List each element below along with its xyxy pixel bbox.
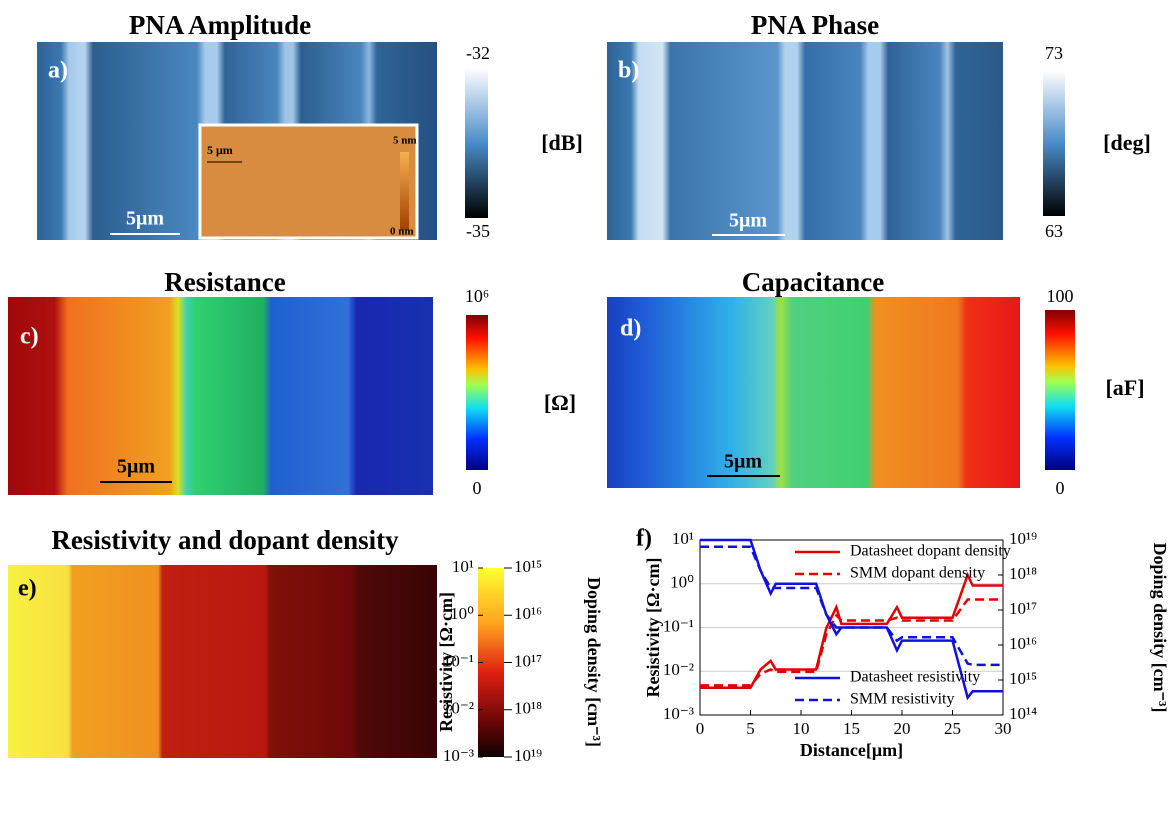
- colorbar-min: 0: [473, 478, 482, 498]
- colorbar: [466, 315, 488, 470]
- y-tick-label: 10⁻¹: [663, 616, 694, 635]
- panel-title: PNA Phase: [751, 10, 879, 40]
- scale-bar-label: 5μm: [724, 451, 762, 473]
- series-line: [700, 571, 1003, 690]
- legend-label: Datasheet dopant density: [850, 543, 1011, 560]
- colorbar-tick-label: 10¹⁸: [514, 699, 542, 718]
- inset-scale-label: 5 μm: [207, 143, 233, 157]
- colorbar: [1045, 310, 1075, 470]
- y-axis-label: Resistivity [Ω·cm]: [643, 558, 663, 698]
- series-line: [700, 598, 1003, 687]
- y2-tick-label: 10¹⁵: [1009, 669, 1037, 688]
- plot-frame: [699, 539, 1004, 716]
- colorbar-tick-label: 10⁻²: [443, 699, 474, 718]
- colorbar-label: Resistivity [Ω·cm]: [436, 592, 456, 732]
- colorbar-tick-label: 10⁻³: [443, 746, 474, 765]
- inset-min: 0 nm: [390, 226, 414, 238]
- legend-label: SMM resistivity: [850, 691, 954, 708]
- inset-topography: [198, 123, 419, 240]
- panel-title: Resistance: [164, 267, 285, 297]
- y2-tick-label: 10¹⁶: [1009, 634, 1037, 653]
- y2-tick-label: 10¹⁷: [1009, 599, 1037, 618]
- colorbar-tick-label: 10⁻¹: [443, 651, 474, 670]
- colorbar-tick-label: 10¹⁶: [514, 604, 542, 623]
- colorbar-unit: [deg]: [1103, 130, 1151, 155]
- colorbar-max: -32: [466, 43, 490, 63]
- y-tick-label: 10⁰: [670, 573, 694, 592]
- scale-bar-label: 5μm: [729, 210, 767, 232]
- y-tick-label: 10⁻²: [663, 660, 694, 679]
- colorbar-label2: Doping density [cm⁻³]: [584, 577, 604, 747]
- x-tick-label: 25: [944, 719, 961, 738]
- panel-label: a): [48, 58, 68, 84]
- colorbar: [465, 68, 488, 218]
- colorbar-tick-label: 10¹⁵: [514, 557, 542, 576]
- colorbar-unit: [aF]: [1105, 375, 1144, 400]
- colorbar-min: 63: [1045, 221, 1063, 241]
- colorbar-min: 0: [1056, 478, 1065, 498]
- colorbar-tick-label: 10¹⁹: [514, 746, 542, 765]
- colorbar-unit: [dB]: [541, 130, 583, 155]
- panel-label: c): [20, 324, 39, 350]
- colorbar-max: 100: [1047, 286, 1074, 306]
- colorbar-max: 73: [1045, 43, 1063, 63]
- x-tick-label: 30: [995, 719, 1012, 738]
- series-line: [700, 538, 1003, 701]
- inset-max: 5 nm: [393, 135, 417, 147]
- colorbar-min: -35: [466, 221, 490, 241]
- x-tick-label: 20: [894, 719, 911, 738]
- capacitance-map: [607, 297, 1020, 488]
- legend-label: SMM dopant density: [850, 565, 985, 582]
- legend-label: Datasheet resistivity: [850, 669, 980, 686]
- x-tick-label: 10: [793, 719, 810, 738]
- x-axis-label: Distance[μm]: [800, 740, 903, 760]
- panel-title: Resistivity and dopant density: [51, 525, 399, 555]
- colorbar-tick-label: 10¹: [452, 557, 474, 576]
- colorbar-tick-label: 10¹⁷: [514, 651, 542, 670]
- x-tick-label: 15: [843, 719, 860, 738]
- x-tick-label: 5: [746, 719, 755, 738]
- inset-colorbar: [400, 152, 409, 230]
- y2-axis-label: Doping density [cm⁻³]: [1150, 543, 1170, 713]
- series-line: [700, 545, 1003, 667]
- panel-title: Capacitance: [742, 267, 884, 297]
- panel-label: d): [620, 316, 641, 342]
- colorbar: [1043, 70, 1065, 216]
- y-tick-label: 10⁻³: [663, 704, 694, 723]
- y2-tick-label: 10¹⁸: [1009, 564, 1037, 583]
- y2-tick-label: 10¹⁴: [1009, 704, 1037, 723]
- resistance-map: [8, 297, 433, 495]
- panel-label: e): [18, 576, 37, 602]
- panel-title: PNA Amplitude: [129, 10, 311, 40]
- resistivity-map: [8, 565, 437, 758]
- phase-map: [607, 42, 1003, 240]
- scale-bar-label: 5μm: [117, 456, 155, 478]
- colorbar-tick-label: 10⁰: [450, 604, 474, 623]
- colorbar-max: 10⁶: [465, 286, 489, 306]
- colorbar-unit: [Ω]: [544, 390, 576, 415]
- panel-label: f): [636, 526, 652, 552]
- y-tick-label: 10¹: [672, 529, 694, 548]
- x-tick-label: 0: [696, 719, 705, 738]
- panel-label: b): [618, 58, 639, 84]
- scale-bar-label: 5μm: [126, 208, 164, 230]
- y2-tick-label: 10¹⁹: [1009, 529, 1037, 548]
